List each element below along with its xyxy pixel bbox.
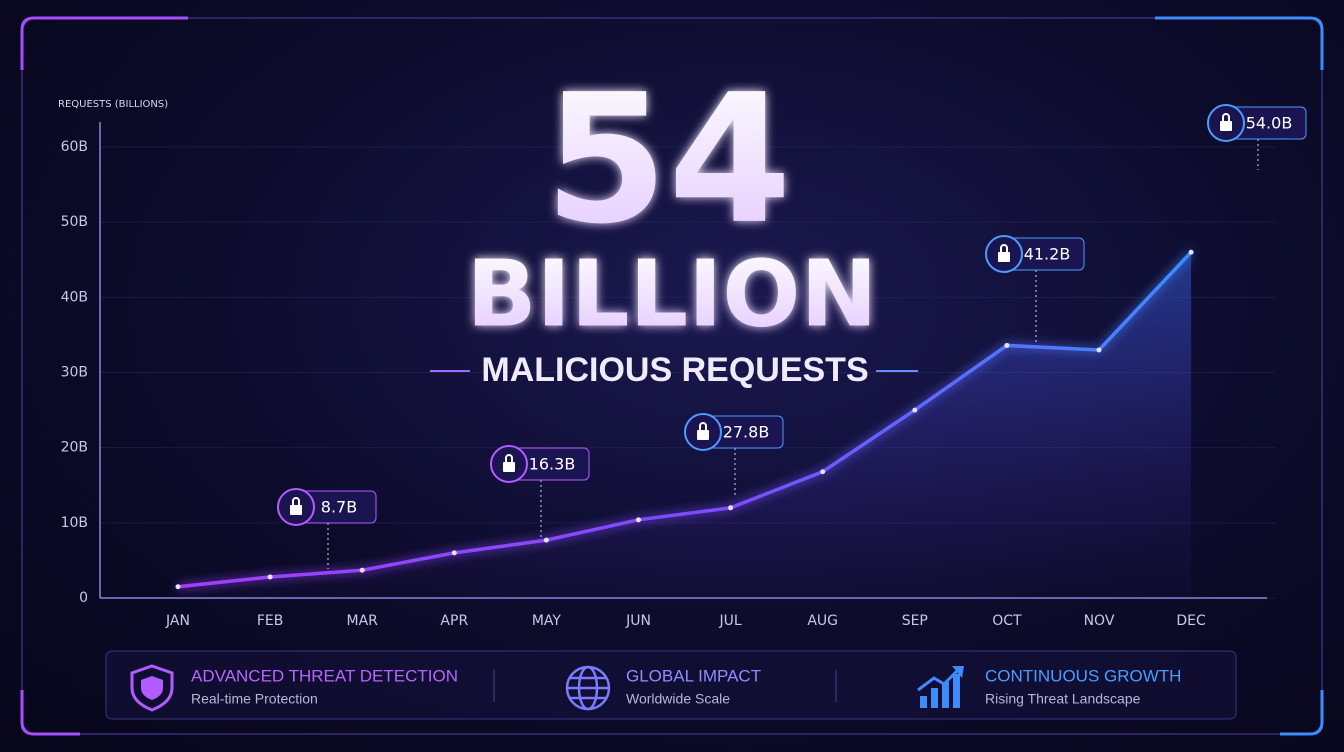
line xyxy=(177,251,1193,589)
lock-icon xyxy=(505,454,513,462)
point xyxy=(820,469,826,475)
point xyxy=(267,574,273,580)
shield-icon xyxy=(141,676,163,700)
point xyxy=(359,567,365,573)
y-tick-label: 0 xyxy=(79,590,88,606)
frame xyxy=(21,17,1323,735)
lock-icon xyxy=(503,462,515,472)
corner xyxy=(1155,16,1324,70)
lock-icon xyxy=(1000,244,1008,252)
growth-icon xyxy=(917,666,964,708)
lock-icon xyxy=(292,497,300,505)
corner xyxy=(20,16,188,70)
x-tick-label: AUG xyxy=(807,613,838,629)
callout-label: 27.8B xyxy=(723,423,770,442)
point xyxy=(1004,342,1010,348)
headline-number: 54 xyxy=(544,56,792,263)
lock-icon xyxy=(699,422,707,430)
callout-label: 54.0B xyxy=(1246,114,1293,133)
feature-caption: Real-time Protection xyxy=(191,691,318,707)
corner xyxy=(1280,690,1324,736)
x-tick-label: MAR xyxy=(347,613,379,629)
feature-title: GLOBAL IMPACT xyxy=(626,666,761,685)
lock-icon xyxy=(998,252,1010,262)
point xyxy=(175,584,181,590)
area xyxy=(178,252,1192,598)
subtitle: MALICIOUS REQUESTS xyxy=(481,351,868,389)
plot: 0 10B 20B 30B 40B 50B 60B JAN FEB MAR APR MAY JUN JUL… xyxy=(61,104,1307,629)
globe-icon xyxy=(565,665,611,711)
y-tick-label: 20B xyxy=(61,440,88,456)
point xyxy=(728,505,734,511)
x-tick-label: FEB xyxy=(257,613,284,629)
lock-icon xyxy=(290,505,302,515)
lock-icon xyxy=(1220,121,1232,131)
y-axis-label: REQUESTS (BILLIONS) xyxy=(58,99,168,110)
x-tick-label: NOV xyxy=(1084,613,1115,629)
callout-label: 8.7B xyxy=(321,498,357,517)
corner xyxy=(20,690,80,736)
feature-title: CONTINUOUS GROWTH xyxy=(985,666,1181,685)
point xyxy=(1096,347,1102,353)
x-tick-label: DEC xyxy=(1176,613,1206,629)
callout-label: 41.2B xyxy=(1024,245,1071,264)
y-tick-label: 10B xyxy=(61,515,88,531)
point xyxy=(451,550,457,556)
point xyxy=(543,537,549,543)
feature-title: ADVANCED THREAT DETECTION xyxy=(191,666,458,685)
shield-icon xyxy=(130,664,174,712)
y-tick-label: 50B xyxy=(61,214,88,230)
callout-label: 16.3B xyxy=(529,455,576,474)
x-tick-label: APR xyxy=(440,613,468,629)
lock-icon xyxy=(697,430,709,440)
lock-icon xyxy=(1222,113,1230,121)
x-tick-label: JAN xyxy=(165,613,190,629)
point xyxy=(1188,249,1194,255)
point xyxy=(912,407,918,413)
feature-caption: Worldwide Scale xyxy=(626,691,730,707)
headline-unit: BILLION xyxy=(466,240,877,347)
x-tick-label: JUN xyxy=(625,613,651,629)
x-tick-label: SEP xyxy=(902,613,928,629)
point xyxy=(636,517,641,523)
y-tick-label: 30B xyxy=(61,365,88,381)
x-tick-label: OCT xyxy=(992,613,1022,629)
y-tick-label: 60B xyxy=(61,139,88,155)
x-tick-label: MAY xyxy=(532,613,562,629)
x-tick-label: JUL xyxy=(719,613,742,629)
feature-caption: Rising Threat Landscape xyxy=(985,691,1141,707)
y-tick-label: 40B xyxy=(61,289,88,305)
